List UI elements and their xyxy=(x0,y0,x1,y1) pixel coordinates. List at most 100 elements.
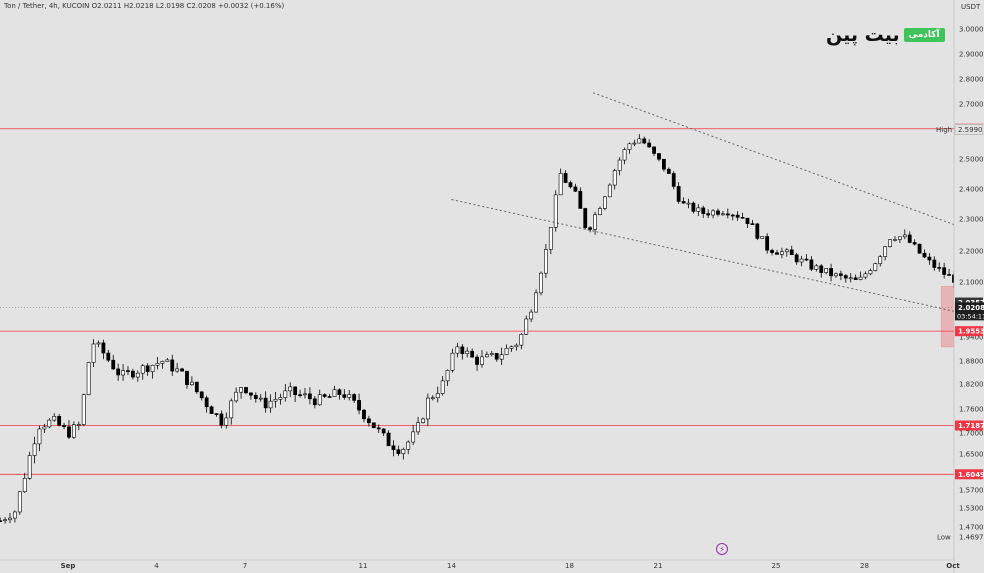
candle[interactable] xyxy=(366,418,371,424)
candle[interactable] xyxy=(740,217,745,219)
candle[interactable] xyxy=(602,196,607,209)
candle[interactable] xyxy=(244,387,248,394)
candle[interactable] xyxy=(789,249,794,256)
candle[interactable] xyxy=(912,242,917,245)
candle[interactable] xyxy=(0,520,3,522)
candle[interactable] xyxy=(86,362,91,396)
candle[interactable] xyxy=(765,236,770,251)
candle[interactable] xyxy=(391,445,396,451)
candle[interactable] xyxy=(470,350,475,358)
candle[interactable] xyxy=(494,353,499,360)
candle[interactable] xyxy=(450,352,455,371)
candle[interactable] xyxy=(371,422,376,429)
candle[interactable] xyxy=(927,256,932,261)
candle[interactable] xyxy=(72,424,76,438)
candle[interactable] xyxy=(239,387,243,393)
candle[interactable] xyxy=(381,428,386,434)
candle[interactable] xyxy=(627,143,632,150)
candle[interactable] xyxy=(293,386,298,395)
candle[interactable] xyxy=(376,427,381,430)
candle[interactable] xyxy=(720,213,725,216)
candle[interactable] xyxy=(81,394,86,425)
candle[interactable] xyxy=(878,256,883,265)
candle[interactable] xyxy=(303,393,307,396)
candle[interactable] xyxy=(809,259,814,270)
candle[interactable] xyxy=(529,311,534,320)
candle[interactable] xyxy=(396,449,401,454)
candle[interactable] xyxy=(13,511,17,519)
candle[interactable] xyxy=(588,227,593,230)
candle[interactable] xyxy=(858,276,863,280)
candle[interactable] xyxy=(730,214,735,217)
candle[interactable] xyxy=(863,273,868,278)
candle[interactable] xyxy=(96,342,101,345)
candle[interactable] xyxy=(573,186,578,192)
candle[interactable] xyxy=(135,372,140,378)
candle[interactable] xyxy=(888,239,892,247)
candle[interactable] xyxy=(455,346,460,354)
candle[interactable] xyxy=(224,417,229,426)
candle[interactable] xyxy=(416,422,420,433)
candle[interactable] xyxy=(67,426,71,438)
candle[interactable] xyxy=(681,201,686,204)
candle[interactable] xyxy=(534,292,538,313)
candle[interactable] xyxy=(775,252,779,255)
candle[interactable] xyxy=(362,409,366,420)
candle[interactable] xyxy=(37,428,42,445)
candle[interactable] xyxy=(779,251,784,255)
candle[interactable] xyxy=(484,354,489,358)
candle[interactable] xyxy=(27,455,32,479)
candle[interactable] xyxy=(524,318,529,335)
candle[interactable] xyxy=(160,361,165,364)
candle[interactable] xyxy=(539,272,543,294)
candle[interactable] xyxy=(47,419,52,428)
candle[interactable] xyxy=(406,441,411,450)
candle[interactable] xyxy=(62,424,66,428)
candle[interactable] xyxy=(686,202,691,205)
candle[interactable] xyxy=(32,443,37,456)
candle[interactable] xyxy=(750,223,755,225)
candle[interactable] xyxy=(460,346,465,354)
candle[interactable] xyxy=(942,267,947,275)
candle[interactable] xyxy=(121,370,125,376)
candle[interactable] xyxy=(932,259,937,268)
candle[interactable] xyxy=(155,362,160,366)
candle[interactable] xyxy=(199,391,204,399)
candle[interactable] xyxy=(249,392,253,396)
candle[interactable] xyxy=(760,236,765,239)
candle[interactable] xyxy=(666,168,671,174)
candle[interactable] xyxy=(317,394,322,406)
candle[interactable] xyxy=(111,359,116,370)
candle[interactable] xyxy=(57,416,62,426)
candle[interactable] xyxy=(617,159,622,171)
candle[interactable] xyxy=(337,389,342,395)
candle[interactable] xyxy=(145,365,150,373)
candle[interactable] xyxy=(543,249,548,274)
candle[interactable] xyxy=(661,158,666,170)
candle[interactable] xyxy=(519,334,524,346)
lightning-icon[interactable] xyxy=(716,543,728,555)
candle[interactable] xyxy=(165,359,170,362)
candle[interactable] xyxy=(357,400,361,411)
candle[interactable] xyxy=(268,400,273,409)
candle[interactable] xyxy=(175,368,180,372)
candle[interactable] xyxy=(229,400,234,419)
candle[interactable] xyxy=(509,346,514,349)
candle[interactable] xyxy=(180,368,184,372)
candle[interactable] xyxy=(593,214,597,230)
candle[interactable] xyxy=(298,394,302,396)
candle[interactable] xyxy=(853,277,858,280)
candle[interactable] xyxy=(838,273,843,276)
candle[interactable] xyxy=(814,265,819,270)
candle[interactable] xyxy=(194,381,199,393)
candle[interactable] xyxy=(553,194,558,228)
candle[interactable] xyxy=(607,184,612,198)
candle[interactable] xyxy=(755,223,760,239)
candle[interactable] xyxy=(824,268,829,273)
candle[interactable] xyxy=(101,342,106,354)
candle[interactable] xyxy=(126,370,130,372)
candle[interactable] xyxy=(307,393,312,400)
candle[interactable] xyxy=(347,394,352,398)
candle[interactable] xyxy=(440,380,445,394)
candle[interactable] xyxy=(465,350,470,354)
